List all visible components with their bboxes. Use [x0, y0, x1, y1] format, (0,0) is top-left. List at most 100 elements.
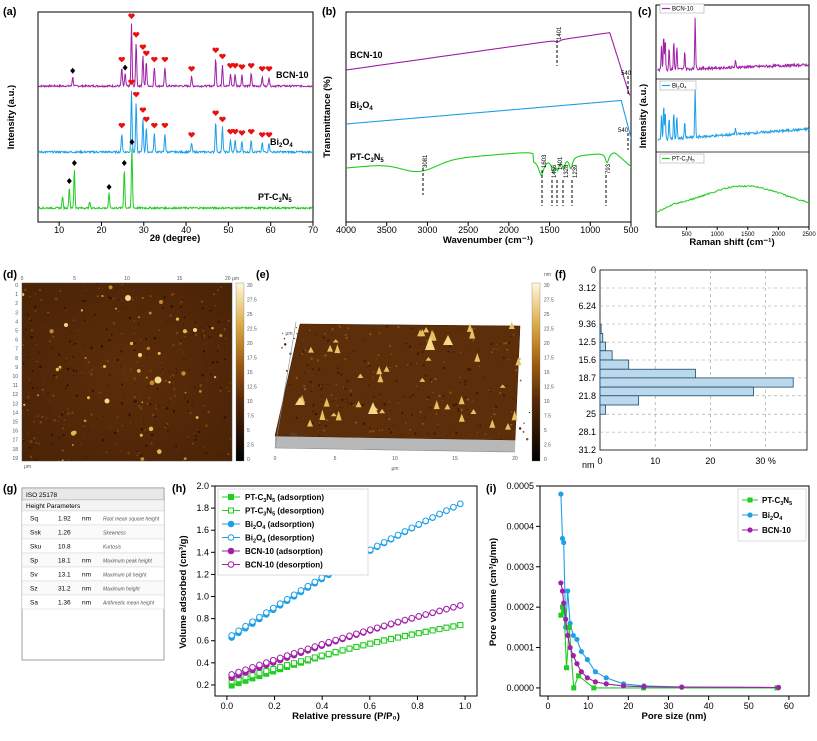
- surface-grain: [368, 364, 371, 367]
- pore-point: [576, 673, 582, 679]
- panel-f-histogram: 03.126.249.3612.515.618.721.82528.131.20…: [578, 265, 808, 470]
- surface-grain: [364, 339, 366, 341]
- y-tick-label: 18.7: [578, 373, 596, 383]
- surface-grain: [58, 415, 60, 417]
- surface-grain: [206, 364, 208, 366]
- surface-grain: [476, 432, 479, 434]
- panel-a-frame: [37, 11, 314, 223]
- surface-grain: [64, 360, 67, 362]
- surface-grain: [121, 401, 124, 404]
- surface-grain: [405, 421, 408, 424]
- surface-grain: [340, 373, 343, 376]
- surface-grain: [490, 351, 493, 354]
- iso-unit: nm: [82, 572, 91, 579]
- surface-peak: [458, 395, 465, 405]
- surface-grain: [184, 335, 186, 338]
- surface-grain: [82, 294, 84, 296]
- pore-point: [559, 535, 566, 542]
- x-tick-label: 1500: [540, 225, 560, 235]
- surface-grain: [212, 293, 216, 296]
- surface-grain: [151, 433, 154, 437]
- surface-grain: [28, 378, 31, 381]
- surface-grain: [493, 348, 495, 350]
- surface-grain: [45, 417, 47, 419]
- surface-grain: [460, 409, 463, 412]
- legend-suffix: (adsorption): [275, 493, 324, 502]
- surface-grain: [467, 414, 470, 416]
- surface-grain: [58, 436, 61, 439]
- iso-param: Ssk: [30, 530, 42, 537]
- x-tick-label: 10: [650, 456, 660, 466]
- surface-grain: [331, 327, 334, 331]
- isotherm-point: [242, 666, 249, 673]
- colorbar-tick-label: 25: [544, 312, 550, 318]
- colorbar-tick-label: 20: [247, 341, 253, 347]
- surface-grain: [120, 332, 123, 335]
- surface-grain: [505, 341, 508, 345]
- pore-line-Bi2O4: [560, 494, 779, 689]
- surface-grain: [34, 293, 37, 295]
- panel-c-legend-pt: PT-C3N5: [659, 153, 705, 164]
- legend-tail: O: [256, 520, 262, 529]
- surface-grain: [228, 393, 230, 395]
- surface-grain: [161, 321, 163, 323]
- isotherm-point: [311, 643, 319, 650]
- colorbar-tick-label: 12.5: [247, 385, 257, 391]
- surface-grain: [390, 431, 393, 434]
- panel-label-g: (g): [3, 483, 17, 495]
- colorbar-tick-label: 10: [544, 399, 550, 405]
- isotherm-point: [311, 654, 318, 661]
- x-tick-label: 0.8: [411, 701, 424, 711]
- surface-large-particle: [138, 353, 142, 357]
- y-tick-label: 9: [15, 365, 18, 371]
- y-tick-label: 12.5: [578, 337, 596, 347]
- surface-grain: [315, 334, 317, 336]
- surface-grain: [30, 335, 33, 339]
- surface-grain: [378, 332, 381, 335]
- surface-grain: [429, 378, 432, 381]
- diamond-mark-pt: [129, 139, 135, 145]
- surface-grain: [109, 297, 112, 300]
- surface-grain: [72, 319, 75, 322]
- isotherm-point: [318, 574, 326, 581]
- surface-grain: [227, 319, 230, 322]
- surface-grain: [195, 334, 198, 337]
- iso-value: 1.36: [58, 600, 71, 607]
- panel-d-colorbar-ticks: 30 27.5 25 22.5 20 17.5 15 12.5 10 7.5 5 2.5 0: [247, 283, 257, 463]
- isotherm-point: [318, 652, 325, 659]
- surface-grain: [220, 286, 222, 288]
- y-tick-label: 1.8: [196, 503, 209, 513]
- surface-grain: [288, 383, 291, 386]
- surface-grain: [366, 366, 368, 368]
- surface-grain: [72, 355, 75, 358]
- histogram-bar: [599, 395, 640, 406]
- surface-grain: [349, 393, 352, 397]
- heart-mark-bcn: [212, 47, 219, 54]
- surface-grain: [215, 360, 218, 363]
- heart-mark-bio: [118, 122, 125, 129]
- surface-grain: [99, 391, 102, 394]
- surface-grain: [316, 359, 319, 362]
- isotherm-point: [291, 660, 298, 667]
- surface-grain: [311, 422, 314, 424]
- surface-grain: [66, 310, 68, 312]
- iso-row: [21, 594, 165, 610]
- y-tick-label: 16: [12, 429, 18, 435]
- surface-grain: [64, 411, 67, 413]
- x-tick-label: 0.6: [364, 701, 377, 711]
- legend-sub2: 5: [789, 501, 792, 507]
- surface-grain: [369, 333, 372, 336]
- surface-grain: [107, 296, 110, 299]
- surface-grain: [202, 329, 205, 332]
- surface-grain: [322, 336, 325, 339]
- surface-grain: [195, 333, 197, 335]
- surface-grain: [31, 369, 34, 372]
- surface-grain: [224, 358, 227, 361]
- legend-label: PT-C3N5 (adsorption): [245, 493, 324, 504]
- surface-grain: [472, 400, 474, 402]
- surface-grain: [100, 344, 104, 348]
- surface-grain: [77, 293, 79, 295]
- surface-grain: [47, 391, 49, 394]
- legend-swatch-marker: [227, 547, 235, 555]
